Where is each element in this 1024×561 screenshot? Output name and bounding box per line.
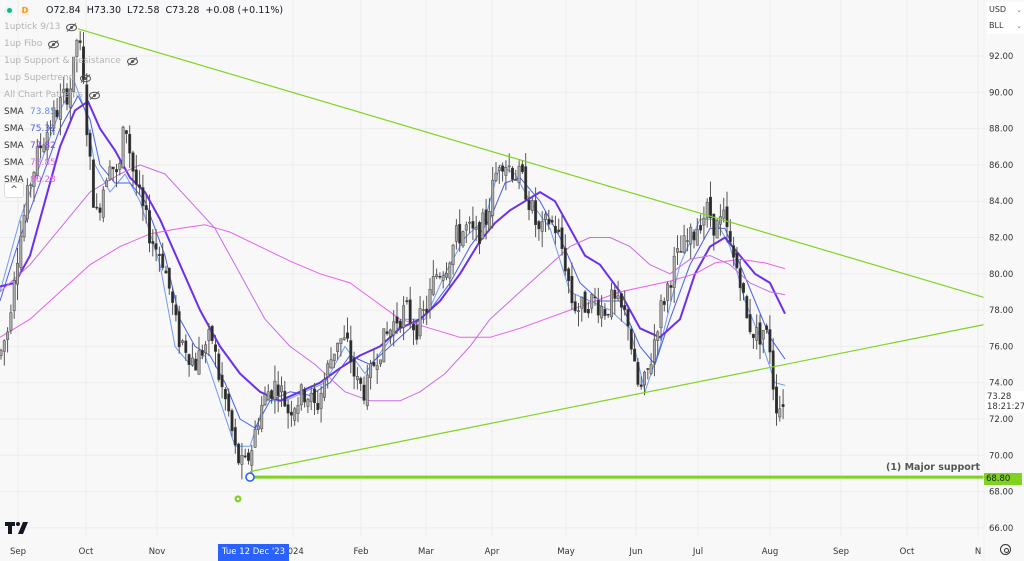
time-tick: Sep [833, 547, 849, 557]
indicator-row[interactable]: 1up Support & Resistance [4, 53, 283, 70]
chevron-down-icon: ⌄ [1016, 22, 1022, 30]
candlesticks [0, 31, 785, 482]
market-status-icon [4, 5, 14, 16]
sma-label: SMA [4, 107, 24, 117]
time-tick: 2024 [282, 547, 304, 557]
symbol-unit[interactable]: BLL ⌄ [987, 18, 1024, 34]
sma-row[interactable]: SMA 78.85 [4, 155, 283, 172]
eye-hidden-icon[interactable] [66, 23, 78, 32]
eye-hidden-icon[interactable] [88, 91, 100, 100]
price-tick: 84.00 [989, 197, 1013, 207]
indicator-label: 1up Fibo [4, 39, 43, 49]
open-value: O72.84 [46, 5, 81, 16]
price-tick: 68.00 [989, 488, 1013, 498]
sma-line[interactable] [0, 224, 786, 338]
time-tick: Oct [79, 547, 94, 557]
indicator-row[interactable]: 1up Supertrend [4, 70, 283, 87]
time-tick: Nov [149, 547, 166, 557]
indicator-label: 1up Support & Resistance [4, 56, 121, 66]
eye-hidden-icon[interactable] [126, 57, 138, 66]
indicator-label: All Chart Patterns [4, 90, 83, 100]
trendlines[interactable] [77, 28, 985, 479]
price-tick: 74.00 [989, 379, 1013, 389]
time-tick: Aug [762, 547, 779, 557]
sma-row[interactable]: SMA 77.82 [4, 138, 283, 155]
bar-countdown: 18:21:27 [987, 402, 1024, 412]
sma-label: SMA [4, 175, 24, 185]
indicator-row[interactable]: 1uptick 9/13 [4, 19, 283, 36]
upper-resistance-line[interactable] [77, 28, 985, 298]
currency-unit[interactable]: USD ⌄ [987, 2, 1024, 18]
indicator-label: 1uptick 9/13 [4, 22, 61, 32]
high-value: H73.30 [86, 5, 122, 16]
time-tick: May [557, 547, 575, 557]
ohlc-row: D O72.84 H73.30 L72.58 C73.28 +0.08 (+0.… [4, 2, 283, 19]
low-value: L72.58 [127, 5, 160, 16]
interval-badge[interactable]: D [20, 5, 30, 16]
sma-label: SMA [4, 158, 24, 168]
last-price-tag: 73.28 18:21:27 [985, 391, 1024, 413]
tradingview-logo-icon [5, 522, 28, 534]
price-tick: 70.00 [989, 451, 1013, 461]
price-tick: 90.00 [989, 88, 1013, 98]
sma-value: 78.85 [30, 158, 56, 168]
settings-gear-icon[interactable] [1000, 544, 1011, 555]
price-tick: 66.00 [989, 524, 1013, 534]
chart-markers[interactable] [234, 472, 255, 503]
support-price-tag: 68.80 [984, 473, 1022, 485]
lower-support-line[interactable] [249, 324, 985, 473]
price-tick: 82.00 [989, 234, 1013, 244]
sma-row[interactable]: SMA 80.28 [4, 172, 283, 189]
indicator-row[interactable]: All Chart Patterns [4, 87, 283, 104]
sma-value: 77.82 [30, 141, 56, 151]
crosshair-date-tag: Tue 12 Dec '23 [218, 544, 290, 561]
time-tick: Jun [628, 547, 642, 557]
last-price: 73.28 [987, 392, 1012, 402]
price-tick: 76.00 [989, 342, 1013, 352]
time-tick: Oct [900, 547, 915, 557]
time-tick: Jul [692, 547, 703, 557]
collapse-legend-button[interactable]: ^ [4, 182, 24, 198]
price-tick: 88.00 [989, 125, 1013, 135]
price-tick: 92.00 [989, 52, 1013, 62]
chart-grid [0, 0, 984, 536]
time-tick: Sep [10, 547, 26, 557]
support-label: (1) Major support [885, 462, 980, 473]
indicator-label: 1up Supertrend [4, 73, 75, 83]
chart-legend: D O72.84 H73.30 L72.58 C73.28 +0.08 (+0.… [4, 2, 283, 189]
price-tick: 72.00 [989, 415, 1013, 425]
eye-hidden-icon[interactable] [48, 40, 60, 49]
sma-value: 73.85 [30, 107, 56, 117]
sma-row[interactable]: SMA 75.31 [4, 121, 283, 138]
sma-label: SMA [4, 141, 24, 151]
eye-hidden-icon[interactable] [80, 74, 92, 83]
indicator-row[interactable]: 1up Fibo [4, 36, 283, 53]
price-axis[interactable]: 92.00 90.00 88.00 86.00 84.00 82.00 80.00 78.00… [983, 0, 1013, 561]
time-tick: Apr [485, 547, 500, 557]
sma-value: 80.28 [30, 175, 56, 185]
time-axis[interactable]: Sep Oct Nov 2024 Feb Mar Apr May Jun Jul Aug Sep Oct… [10, 547, 981, 557]
tradingview-logo[interactable] [5, 522, 31, 538]
price-tick: 80.00 [989, 270, 1013, 280]
sma-line[interactable] [0, 95, 786, 429]
time-tick: N [975, 547, 981, 557]
time-tick: Mar [418, 547, 435, 557]
price-tick: 78.00 [989, 306, 1013, 316]
anchor-point-handle[interactable] [245, 472, 255, 482]
sma-row[interactable]: SMA 73.85 [4, 104, 283, 121]
chevron-down-icon: ⌄ [1016, 6, 1022, 14]
currency-selector[interactable]: USD ⌄ BLL ⌄ [987, 2, 1024, 34]
price-tick: 86.00 [989, 161, 1013, 171]
sma-line[interactable] [0, 164, 786, 402]
sma-label: SMA [4, 124, 24, 134]
time-tick: Feb [353, 547, 368, 557]
close-value: C73.28 [165, 5, 200, 16]
change-value: +0.08 (+0.11%) [205, 5, 284, 16]
sma-value: 75.31 [30, 124, 56, 134]
